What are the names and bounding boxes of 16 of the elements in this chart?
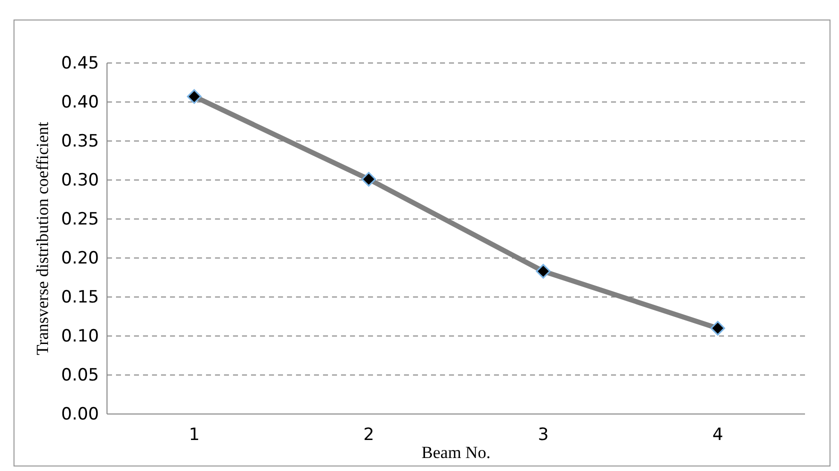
x-tick-label: 4 xyxy=(712,425,724,446)
x-tick-label: 3 xyxy=(538,425,549,446)
y-tick-label: 0.10 xyxy=(61,326,99,346)
y-tick-label: 0.40 xyxy=(61,92,99,112)
y-tick-label: 0.35 xyxy=(61,131,99,152)
y-tick-label: 0.25 xyxy=(61,209,99,230)
y-tick-label: 0.15 xyxy=(61,287,99,308)
y-tick-label: 0.45 xyxy=(61,53,99,74)
x-tick-label: 2 xyxy=(363,425,374,446)
y-tick-label: 0.20 xyxy=(61,248,99,268)
x-axis-title: Beam No. xyxy=(422,443,490,462)
y-axis-title: Transverse distribution coefficient xyxy=(33,122,52,356)
y-tick-label: 0.30 xyxy=(61,170,99,190)
x-tick-label: 1 xyxy=(188,425,200,446)
y-tick-label: 0.00 xyxy=(61,404,99,424)
y-tick-label: 0.05 xyxy=(61,365,99,386)
